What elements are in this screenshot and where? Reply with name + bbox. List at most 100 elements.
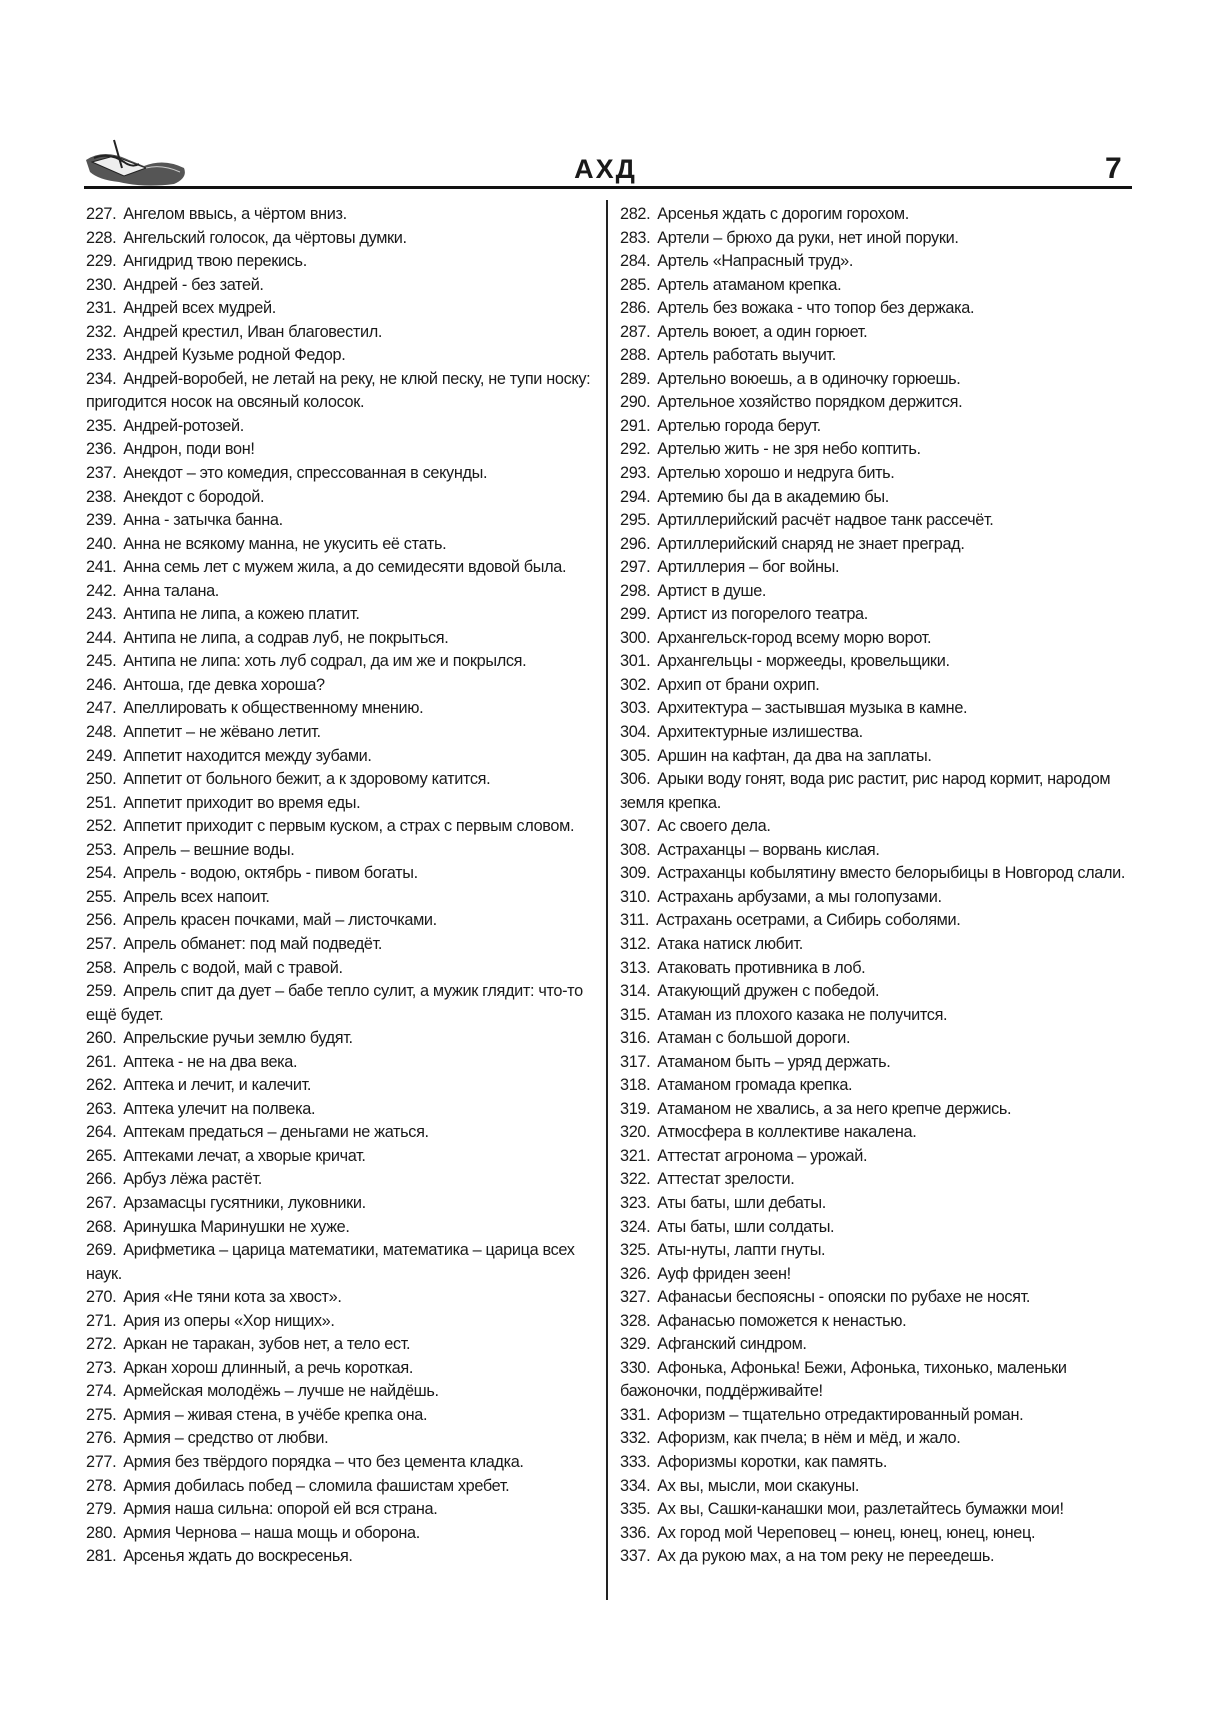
entry-text: Атаман из плохого казака не получится. (657, 1005, 948, 1024)
entry-number: 297. (620, 558, 651, 577)
entry-number: 272. (86, 1335, 117, 1354)
entry-number: 264. (86, 1123, 117, 1142)
entry-text: Ауф фриден зеен! (657, 1264, 791, 1283)
proverb-entry: 231. Андрей всех мудрей. (86, 297, 598, 321)
entry-number: 257. (86, 934, 117, 953)
proverb-entry: 294. Артемию бы да в академию бы. (620, 486, 1132, 510)
entry-number: 304. (620, 723, 651, 742)
entry-text: Аптека - не на два века. (123, 1052, 298, 1071)
proverb-entry: 325. Аты-нуты, лапти гнуты. (620, 1239, 1132, 1263)
entry-text: Анекдот – это комедия, спрессованная в с… (123, 464, 488, 483)
entry-number: 296. (620, 534, 651, 553)
proverb-entry: 334. Ах вы, мысли, мои скакуны. (620, 1475, 1132, 1499)
entry-number: 312. (620, 934, 651, 953)
proverb-entry: 298. Артист в душе. (620, 580, 1132, 604)
entry-text: Аттестат зрелости. (657, 1170, 795, 1189)
proverb-entry: 296. Артиллерийский снаряд не знает прегр… (620, 533, 1132, 557)
entry-number: 278. (86, 1476, 117, 1495)
entry-number: 289. (620, 369, 651, 388)
entry-number: 318. (620, 1076, 651, 1095)
entry-text: Артельное хозяйство порядком держится. (657, 393, 963, 412)
entry-text: Аптека улечит на полвека. (123, 1099, 316, 1118)
proverb-entry: 233. Андрей Кузьме родной Федор. (86, 344, 598, 368)
entry-number: 261. (86, 1052, 117, 1071)
proverb-entry: 244. Антипа не липа, а содрав луб, не пок… (86, 627, 598, 651)
hand-quill-logo-icon (84, 138, 189, 188)
entry-number: 249. (86, 746, 117, 765)
entry-number: 239. (86, 511, 117, 530)
entry-text: Афоризм – тщательно отредактированный ро… (657, 1405, 1024, 1424)
entry-number: 309. (620, 864, 651, 883)
entry-number: 241. (86, 558, 117, 577)
proverb-entry: 227. Ангелом ввысь, а чёртом вниз. (86, 203, 598, 227)
entry-text: Аппетит – не жёвано летит. (123, 723, 321, 742)
proverb-entry: 315. Атаман из плохого казака не получитс… (620, 1004, 1132, 1028)
proverb-entry: 243. Антипа не липа, а кожею платит. (86, 603, 598, 627)
entry-text: Антипа не липа: хоть луб содрал, да им ж… (123, 652, 527, 671)
entry-text: Артель атаманом крепка. (657, 275, 842, 294)
entry-text: Архип от брани охрип. (657, 675, 820, 694)
proverb-entry: 272. Аркан не таракан, зубов нет, а тело … (86, 1333, 598, 1357)
entry-number: 229. (86, 252, 117, 271)
entry-number: 333. (620, 1452, 651, 1471)
entry-text: Ас своего дела. (657, 817, 771, 836)
proverb-entry: 256. Апрель красен почками, май – листочк… (86, 909, 598, 933)
entry-text: Ария из оперы «Хор нищих». (123, 1311, 335, 1330)
entry-text: Артист из погорелого театра. (657, 605, 868, 624)
proverb-entry: 257. Апрель обманет: под май подведёт. (86, 933, 598, 957)
proverb-entry: 255. Апрель всех напоит. (86, 886, 598, 910)
entry-text: Атаманом быть – уряд держать. (657, 1052, 891, 1071)
entry-text: Аты баты, шли дебаты. (657, 1193, 826, 1212)
entry-text: Ах город мой Череповец – юнец, юнец, юне… (657, 1523, 1036, 1542)
entry-number: 273. (86, 1358, 117, 1377)
proverb-entry: 274. Армейская молодёжь – лучше не найдёш… (86, 1380, 598, 1404)
entry-text: Аркан не таракан, зубов нет, а тело ест. (123, 1335, 411, 1354)
proverb-entry: 277. Армия без твёрдого порядка – что без… (86, 1451, 598, 1475)
entry-number: 266. (86, 1170, 117, 1189)
entry-text: Анна семь лет с мужем жила, а до семидес… (123, 558, 567, 577)
entry-text: Артель работать выучит. (657, 346, 836, 365)
entry-text: Андрей - без затей. (123, 275, 264, 294)
entry-number: 263. (86, 1099, 117, 1118)
entry-text: Аппетит от больного бежит, а к здоровому… (123, 770, 491, 789)
proverb-entry: 228. Ангельский голосок, да чёртовы думки… (86, 227, 598, 251)
column-divider (606, 200, 608, 1600)
entry-number: 285. (620, 275, 651, 294)
entry-text: Афоризм, как пчела; в нём и мёд, и жало. (657, 1429, 961, 1448)
entry-number: 299. (620, 605, 651, 624)
proverb-entry: 306. Арыки воду гонят, вода рис растит, р… (620, 768, 1132, 815)
entry-text: Ангидрид твою перекись. (123, 252, 307, 271)
entry-number: 227. (86, 205, 117, 223)
proverb-entry: 232. Андрей крестил, Иван благовестил. (86, 321, 598, 345)
proverb-entry: 229. Ангидрид твою перекись. (86, 250, 598, 274)
proverb-entry: 293. Артелью хорошо и недруга бить. (620, 462, 1132, 486)
entry-number: 334. (620, 1476, 651, 1495)
proverb-entry: 319. Атаманом не хвались, а за него крепч… (620, 1098, 1132, 1122)
proverb-entry: 270. Ария «Не тяни кота за хвост». (86, 1286, 598, 1310)
proverb-entry: 269. Арифметика – царица математики, мате… (86, 1239, 598, 1286)
proverb-entry: 300. Архангельск-город всему морю ворот. (620, 627, 1132, 651)
proverb-entry: 245. Антипа не липа: хоть луб содрал, да … (86, 650, 598, 674)
entry-number: 323. (620, 1193, 651, 1212)
entry-text: Армия добилась побед – сломила фашистам … (123, 1476, 510, 1495)
entry-text: Андрей-ротозей. (123, 416, 244, 435)
proverb-entry: 326. Ауф фриден зеен! (620, 1263, 1132, 1287)
proverb-entry: 263. Аптека улечит на полвека. (86, 1098, 598, 1122)
proverb-entry: 258. Апрель с водой, май с травой. (86, 957, 598, 981)
proverb-entry: 242. Анна талана. (86, 580, 598, 604)
proverb-entry: 323. Аты баты, шли дебаты. (620, 1192, 1132, 1216)
entry-number: 322. (620, 1170, 651, 1189)
proverb-entry: 330. Афонька, Афонька! Бежи, Афонька, тих… (620, 1357, 1132, 1404)
entry-number: 275. (86, 1405, 117, 1424)
entry-text: Армейская молодёжь – лучше не найдёшь. (123, 1382, 439, 1401)
entry-text: Астрахань осетрами, а Сибирь соболями. (656, 911, 961, 930)
entry-number: 283. (620, 228, 651, 247)
entry-number: 290. (620, 393, 651, 412)
entry-number: 231. (86, 299, 117, 318)
proverb-entry: 237. Анекдот – это комедия, спрессованная… (86, 462, 598, 486)
proverb-entry: 230. Андрей - без затей. (86, 274, 598, 298)
proverb-entry: 318. Атаманом громада крепка. (620, 1074, 1132, 1098)
proverb-entry: 249. Аппетит находится между зубами. (86, 745, 598, 769)
entry-number: 248. (86, 723, 117, 742)
proverb-entry: 336. Ах город мой Череповец – юнец, юнец,… (620, 1522, 1132, 1546)
